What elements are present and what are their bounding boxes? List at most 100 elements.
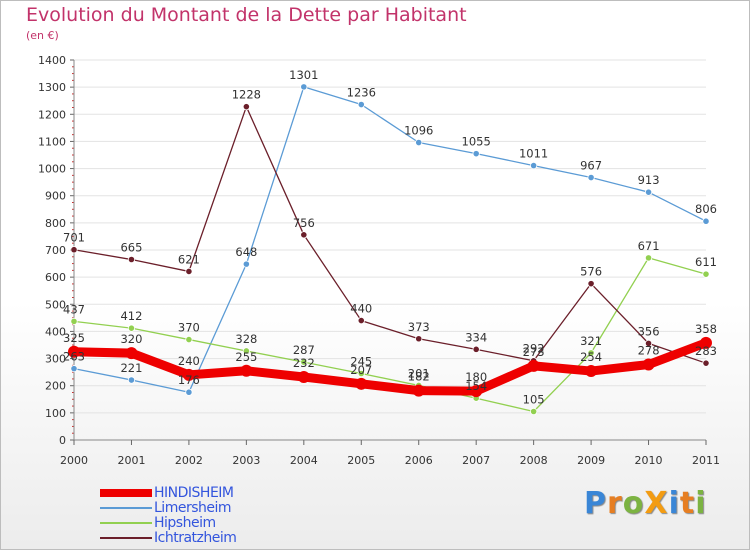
logo-letter: i [668,486,680,521]
data-label: 321 [580,334,602,348]
data-point [527,359,540,372]
data-label: 334 [465,330,487,344]
data-label: 913 [638,173,660,187]
data-label: 621 [178,252,200,266]
data-label: 263 [63,350,85,364]
data-point [70,246,78,254]
x-tick-label: 2005 [347,454,375,467]
data-point [412,384,425,397]
data-label: 240 [178,354,200,368]
data-label: 328 [235,332,257,346]
data-point [127,255,136,264]
data-point [700,336,712,349]
logo-letter: P [584,486,607,521]
data-point [70,365,78,373]
data-label: 611 [695,255,717,269]
data-point [70,317,78,325]
y-tick-label: 1000 [38,163,66,176]
y-tick-label: 700 [45,244,66,257]
data-point [355,377,368,390]
data-point [127,324,136,332]
data-point [300,358,308,366]
x-tick-label: 2007 [462,454,490,467]
x-tick-label: 2008 [520,454,548,467]
data-label: 576 [580,265,602,279]
legend-swatch [100,522,152,524]
data-point [185,267,193,276]
data-label: 255 [235,350,257,364]
legend-label: Ichtratzheim [154,530,237,546]
data-point [242,103,250,111]
data-point [357,369,365,378]
logo-letter: t [679,486,696,521]
data-point [297,371,310,384]
series-line-hindisheim [69,338,711,396]
y-tick-label: 600 [45,271,66,284]
logo-letter: X [644,486,669,521]
logo-letter: o [622,486,645,521]
data-label: 437 [63,302,85,316]
series-line-hipsheim [73,257,707,413]
y-tick-label: 300 [45,353,66,366]
y-tick-label: 800 [45,217,66,230]
data-label: 325 [63,331,85,345]
data-label: 320 [120,332,142,346]
legend-swatch [100,507,152,509]
x-tick-label: 2009 [577,454,605,467]
data-point [357,100,365,109]
x-tick-label: 2003 [232,454,260,467]
data-point [242,347,250,355]
data-label: 254 [580,350,602,364]
data-label: 756 [293,216,315,230]
x-tick-label: 2011 [692,454,720,467]
data-point [530,407,538,416]
data-label: 154 [465,379,487,393]
data-label: 182 [408,370,430,384]
data-label: 221 [120,361,142,375]
series-line-ichtratzheim [73,106,707,364]
chart-title: Evolution du Montant de la Dette par Hab… [26,4,467,26]
data-label: 373 [408,320,430,334]
data-label: 245 [350,355,372,369]
data-label: 701 [63,231,85,245]
data-point [240,364,253,377]
data-point [415,138,423,147]
y-tick-label: 1300 [38,81,66,94]
logo-letter: i [695,486,707,521]
y-tick-label: 1400 [38,54,66,67]
data-point [702,270,710,278]
data-label: 370 [178,321,200,335]
data-point [585,365,598,378]
data-label: 201 [408,366,430,380]
data-label: 1228 [232,88,261,102]
data-point [185,335,193,344]
data-label: 180 [465,370,487,384]
y-tick-label: 200 [45,380,66,393]
series-line-limersheim [73,86,707,393]
data-point [300,83,308,91]
data-point [242,260,250,268]
data-label: 278 [638,344,660,358]
data-point [125,347,138,360]
y-tick-label: 500 [45,298,66,311]
legend-swatch [100,489,152,497]
data-label: 176 [178,373,200,387]
data-label: 648 [235,245,257,259]
data-point [587,173,595,182]
data-label: 1096 [404,124,433,138]
data-point [127,376,136,384]
legend-label: Hipsheim [154,515,216,531]
x-tick-label: 2000 [60,454,88,467]
data-point [702,217,710,225]
proxiti-logo: ProXiti [584,486,707,521]
data-label: 967 [580,159,602,173]
x-tick-label: 2006 [405,454,433,467]
y-tick-label: 1200 [38,108,66,121]
x-tick-label: 2004 [290,454,318,467]
data-label: 665 [120,241,142,255]
data-label: 806 [695,202,717,216]
data-point [182,368,195,381]
data-label: 356 [638,324,660,338]
data-label: 412 [120,309,142,323]
